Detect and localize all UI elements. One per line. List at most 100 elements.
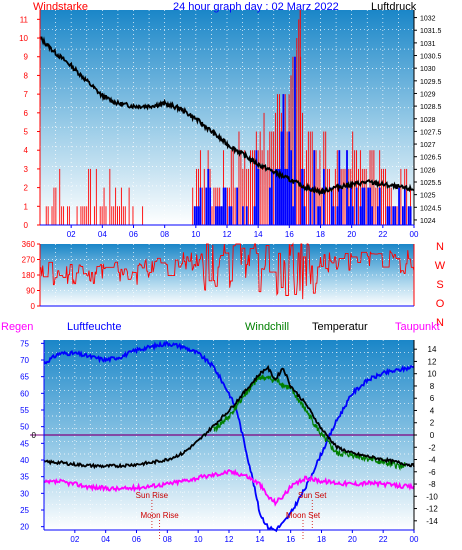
- gust-bar: [336, 206, 339, 225]
- gust-bar: [270, 168, 273, 225]
- wind-tick-label: 3: [24, 165, 29, 174]
- wind-tick-label: 7: [24, 90, 29, 99]
- pressure-tick-label: 1025: [420, 193, 436, 200]
- wind-tick-label: 4: [24, 146, 29, 155]
- direction-tick-label: 360: [22, 240, 36, 249]
- gust-bar: [378, 187, 381, 225]
- gust-bar: [303, 206, 306, 225]
- direction-tick-label: 270: [22, 256, 36, 265]
- direction-tick-label: 180: [22, 271, 36, 280]
- temperature-tick-label: 12: [428, 357, 437, 366]
- gust-bar: [313, 150, 316, 225]
- gust-bar: [301, 168, 304, 225]
- humidity-tick-label: 75: [20, 339, 29, 348]
- temperature-tick-label: 4: [430, 406, 435, 415]
- x-tick-label: 04: [101, 535, 110, 544]
- gust-bar: [286, 168, 289, 225]
- gust-bar: [253, 206, 256, 225]
- dewpoint-label: Taupunkt: [395, 321, 440, 333]
- temperature-tick-label: -14: [426, 517, 438, 526]
- gust-bar: [205, 187, 208, 225]
- x-tick-label: 10: [191, 230, 200, 239]
- x-tick-label: 00: [410, 230, 419, 239]
- graph-title: 24 hour graph day : 02 Marz 2022: [173, 1, 339, 13]
- x-tick-label: 16: [285, 230, 294, 239]
- pressure-tick-label: 1030: [420, 66, 436, 73]
- wind-tick-label: 10: [19, 34, 28, 43]
- wind-tick-label: 8: [24, 71, 29, 80]
- x-tick-label: 14: [254, 230, 263, 239]
- wind-label: Windstarke: [33, 1, 89, 13]
- gust-bar: [330, 187, 333, 225]
- windchill-label: Windchill: [245, 321, 290, 333]
- wind-tick-label: 6: [24, 109, 29, 118]
- gust-bar: [351, 206, 354, 225]
- compass-label: N: [436, 241, 444, 253]
- gust-bar: [392, 206, 395, 225]
- x-tick-label: 04: [98, 230, 107, 239]
- x-tick-label: 18: [317, 535, 326, 544]
- gust-bar: [348, 206, 350, 225]
- gust-bar: [216, 206, 219, 225]
- humidity-tick-label: 70: [20, 356, 29, 365]
- humidity-tick-label: 20: [20, 523, 29, 532]
- pressure-tick-label: 1027.5: [420, 129, 442, 136]
- x-tick-label: 08: [160, 230, 169, 239]
- wind-tick-label: 0: [24, 221, 29, 230]
- temperature-tick-label: 8: [430, 382, 435, 391]
- gust-bar: [218, 206, 221, 225]
- temperature-tick-label: -10: [426, 492, 438, 501]
- pressure-line: [39, 36, 415, 196]
- gust-bar: [349, 187, 352, 225]
- gust-bar: [309, 187, 312, 225]
- windchill-line: [213, 373, 407, 471]
- pressure-tick-label: 1029.5: [420, 79, 442, 86]
- pressure-tick-label: 1030.5: [420, 54, 442, 61]
- gust-bar: [319, 206, 321, 225]
- gust-bar: [317, 206, 319, 225]
- x-tick-label: 02: [67, 230, 76, 239]
- x-tick-label: 12: [223, 230, 232, 239]
- gust-bar: [394, 206, 397, 225]
- pressure-tick-label: 1027: [420, 142, 436, 149]
- direction-tick-label: 0: [31, 302, 36, 311]
- pressure-tick-label: 1031.5: [420, 28, 442, 35]
- gust-bar: [361, 187, 364, 225]
- gust-bar: [367, 187, 370, 225]
- x-tick-label: 20: [347, 230, 356, 239]
- compass-label: S: [436, 279, 443, 291]
- gust-bar: [274, 168, 277, 225]
- gust-bar: [332, 206, 335, 225]
- wind-tick-label: 1: [24, 202, 29, 211]
- wind-tick-label: 11: [20, 15, 29, 24]
- gust-bar: [197, 206, 200, 225]
- wind-tick-label: 5: [24, 128, 29, 137]
- pressure-tick-label: 1024: [420, 218, 436, 225]
- gust-bar: [230, 206, 233, 225]
- x-tick-label: 08: [163, 535, 172, 544]
- gust-bar: [236, 187, 239, 225]
- sun-set-label: Sun Set: [298, 491, 327, 500]
- moon-rise-label: Moon Rise: [141, 511, 180, 520]
- moon-set-label: Moon Set: [286, 511, 321, 520]
- x-tick-label: 22: [379, 535, 388, 544]
- x-tick-label: 16: [286, 535, 295, 544]
- humidity-tick-label: 30: [20, 489, 29, 498]
- humidity-tick-label: 35: [20, 473, 29, 482]
- gust-bar: [222, 187, 225, 225]
- pressure-tick-label: 1026.5: [420, 155, 442, 162]
- humidity-tick-label: 45: [20, 439, 29, 448]
- gust-bar: [290, 150, 293, 225]
- gust-bar: [371, 206, 373, 225]
- x-tick-label: 06: [129, 230, 138, 239]
- x-tick-label: 02: [70, 535, 79, 544]
- gust-bar: [284, 168, 287, 225]
- humidity-tick-label: 55: [20, 406, 29, 415]
- gust-bar: [228, 206, 231, 225]
- pressure-tick-label: 1032: [420, 16, 436, 23]
- x-tick-label: 20: [348, 535, 357, 544]
- wind-tick-label: 9: [24, 53, 29, 62]
- x-tick-label: 12: [225, 535, 234, 544]
- gust-bar: [199, 187, 202, 225]
